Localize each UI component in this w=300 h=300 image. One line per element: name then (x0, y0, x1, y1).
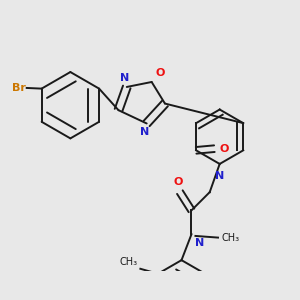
Text: N: N (140, 128, 150, 137)
Text: O: O (219, 144, 229, 154)
Text: O: O (156, 68, 165, 78)
Text: N: N (121, 73, 130, 83)
Text: CH₃: CH₃ (221, 232, 239, 243)
Text: Br: Br (12, 83, 26, 93)
Text: N: N (195, 238, 204, 248)
Text: CH₃: CH₃ (120, 257, 138, 267)
Text: N: N (215, 171, 224, 181)
Text: O: O (173, 177, 183, 187)
